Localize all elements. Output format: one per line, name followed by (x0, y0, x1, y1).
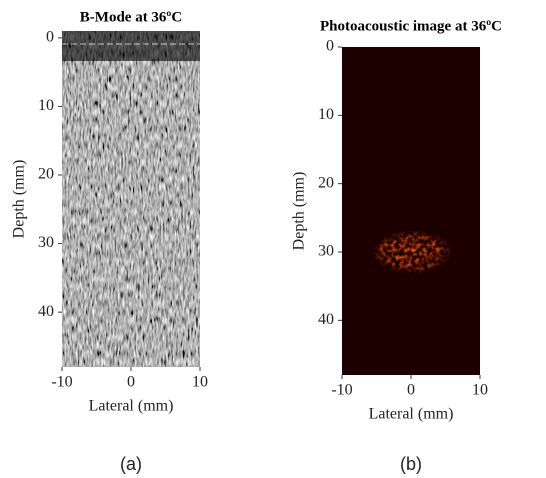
y-tick-label: 0 (46, 29, 54, 46)
y-axis-label: Depth (mm) (291, 172, 308, 251)
y-tick-label: 30 (38, 234, 54, 251)
x-tick-label: 10 (472, 382, 488, 399)
y-tick-label: 30 (318, 243, 334, 260)
x-axis-label: Lateral (mm) (89, 398, 174, 415)
chart-title: Photoacoustic image at 36ºC (320, 18, 502, 34)
x-tick-label: 0 (407, 382, 415, 399)
y-tick-label: 20 (318, 174, 334, 191)
y-tick-label: 20 (38, 166, 54, 183)
y-tick-label: 40 (38, 303, 54, 320)
x-axis-label: Lateral (mm) (369, 406, 454, 423)
y-tick-label: 40 (318, 311, 334, 328)
photoacoustic-image (342, 47, 480, 375)
y-tick-label: 0 (326, 38, 334, 55)
x-tick-label: -10 (331, 382, 352, 399)
x-tick-label: -10 (51, 374, 72, 391)
chart-title: B-Mode at 36ºC (80, 9, 182, 25)
caption: (a) (120, 454, 142, 474)
x-tick-label: 10 (192, 374, 208, 391)
caption: (b) (400, 454, 422, 474)
x-tick-label: 0 (127, 374, 135, 391)
y-tick-label: 10 (38, 97, 54, 114)
y-tick-label: 10 (318, 106, 334, 123)
y-axis-label: Depth (mm) (11, 160, 28, 239)
bmode-image (62, 31, 200, 367)
